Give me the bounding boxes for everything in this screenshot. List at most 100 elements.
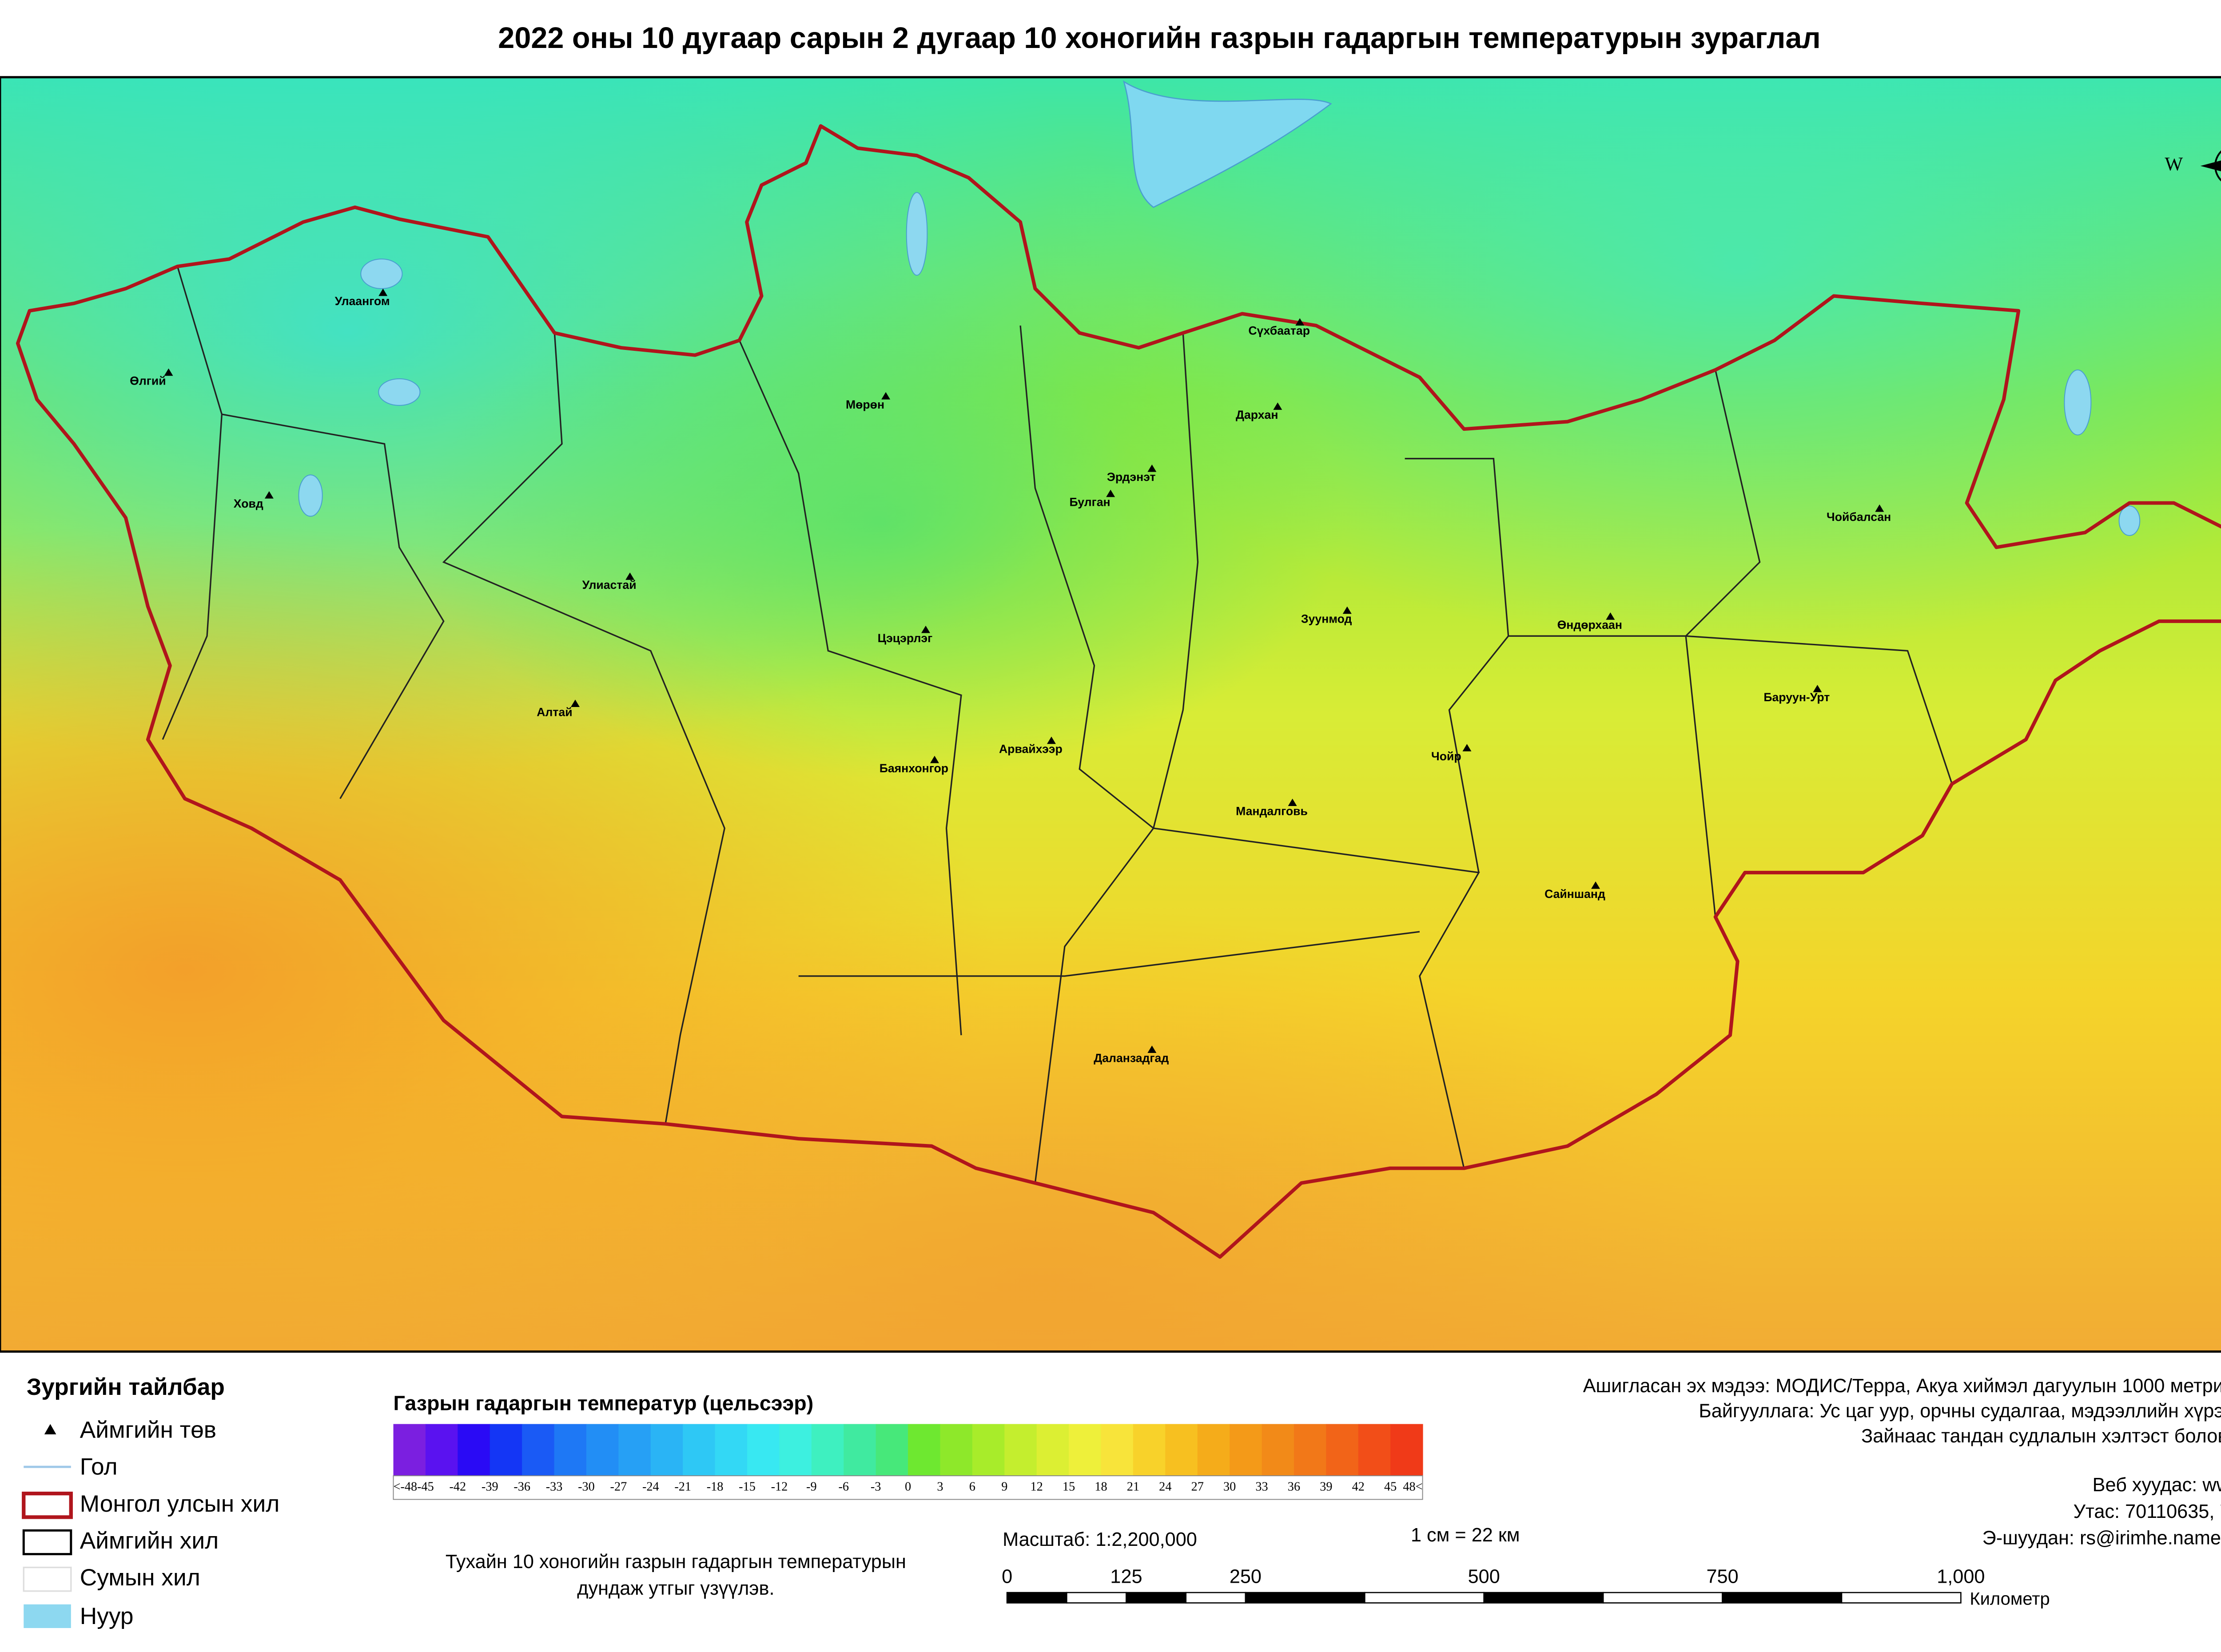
colorbar-label: -12 [771, 1480, 788, 1493]
scale-label: 250 [1230, 1566, 1262, 1587]
scale-label: 125 [1110, 1566, 1142, 1587]
colorbar-swatch [1133, 1424, 1166, 1476]
colorbar-swatch [908, 1424, 941, 1476]
colorbar-label: -15 [739, 1480, 756, 1493]
colorbar-label: 21 [1127, 1480, 1139, 1493]
scale-segment [1483, 1592, 1604, 1604]
city-label: Булган [1069, 496, 1110, 509]
colorbar-label: 6 [969, 1480, 975, 1493]
colorbar-label: -3 [871, 1480, 881, 1493]
colorbar-label: 18 [1095, 1480, 1107, 1493]
colorbar-swatch [683, 1424, 716, 1476]
city-label: Арвайхээр [999, 743, 1063, 756]
national-border [16, 124, 2221, 1259]
scale-unit: Километр [1970, 1589, 2050, 1608]
city-marker [625, 572, 635, 580]
city-label: Өлгий [130, 374, 166, 388]
colorbar-swatch [586, 1424, 619, 1476]
colorbar-label: -30 [578, 1480, 595, 1493]
colorbar-title: Газрын гадаргын температур (цельсээр) [394, 1392, 814, 1415]
colorbar-label: 36 [1288, 1480, 1300, 1493]
colorbar-swatch [1036, 1424, 1070, 1476]
province-border [1508, 635, 1953, 784]
province-border [1152, 333, 1480, 1169]
colorbar-label: <-48 [394, 1480, 418, 1493]
colorbar-label: -45 [417, 1480, 434, 1493]
city-marker [1273, 402, 1282, 410]
colorbar-label: 39 [1320, 1480, 1332, 1493]
colorbar-swatch [490, 1424, 523, 1476]
colorbar-swatch [844, 1424, 876, 1476]
scale-segment [1364, 1592, 1485, 1604]
city-label: Баруун-Урт [1763, 691, 1830, 704]
colorbar-swatch [618, 1424, 651, 1476]
city-label: Ховд [234, 497, 263, 510]
colorbar-label: 9 [1001, 1480, 1007, 1493]
map-frame: Улаангом Өлгий Ховд Улиастай Мөрөн Алтай Баянх… [0, 76, 2221, 1353]
city-marker [1591, 881, 1600, 889]
scale-bar: 0 125 250 500 750 1,000 [1002, 1566, 1985, 1604]
province-border [1685, 369, 1761, 917]
city-label: Мөрөн [846, 398, 884, 411]
city-marker [930, 755, 939, 763]
city-marker [1462, 744, 1472, 751]
province-borders [162, 266, 1953, 1183]
note: дундаж утгыг үзүүлэв. [577, 1578, 774, 1599]
scale-segment [1602, 1592, 1723, 1604]
legend-item: Нуур [80, 1603, 134, 1629]
colorbar-swatch [811, 1424, 844, 1476]
colorbar-label: 27 [1191, 1480, 1204, 1493]
city-marker [1813, 685, 1822, 692]
info-line: Зайнаас тандан судлалын хэлтэст боловсру… [1861, 1426, 2221, 1447]
legend-symbol [22, 1491, 73, 1519]
legend-item: Гол [80, 1454, 118, 1480]
colorbar-label: 15 [1063, 1480, 1075, 1493]
colorbar-swatch [876, 1424, 909, 1476]
raster-shade [0, 77, 2221, 1352]
colorbar-label: -39 [482, 1480, 498, 1493]
city-marker [378, 288, 388, 296]
colorbar-swatch [1326, 1424, 1359, 1476]
compass-label: W [2165, 154, 2183, 175]
colorbar-label: -42 [449, 1480, 466, 1493]
colorbar-swatch [522, 1424, 555, 1476]
city-label: Өндөрхаан [1557, 618, 1622, 631]
lake [360, 258, 403, 289]
legend-item: Монгол улсын хил [80, 1491, 280, 1517]
province-border [162, 266, 223, 740]
colorbar-swatch [1197, 1424, 1230, 1476]
colorbar-swatch [1230, 1424, 1262, 1476]
scale-equivalence: 1 см = 22 км [1411, 1525, 1520, 1546]
city-marker [264, 491, 274, 499]
scale-label: 0 [1002, 1566, 1012, 1587]
colorbar-swatch [1101, 1424, 1134, 1476]
colorbar-label: 48< [1403, 1480, 1422, 1493]
city-label: Цэцэрлэг [878, 631, 933, 645]
info: Ашигласан эх мэдээ: МОДИС/Терра, Акуа хи… [1583, 1375, 2221, 1549]
province-border [222, 413, 445, 799]
note: Тухайн 10 хоногийн газрын гадаргын темпе… [446, 1551, 906, 1573]
colorbar-swatch [1390, 1424, 1423, 1476]
legend-symbol [44, 1424, 56, 1434]
compass: N W E S [2165, 150, 2221, 182]
info-line: Веб хуудас: www.icc.mn [2093, 1474, 2221, 1496]
colorbar-label: -18 [707, 1480, 724, 1493]
colorbar-label: 33 [1255, 1480, 1268, 1493]
city-marker [1106, 489, 1115, 497]
colorbar-swatch [554, 1424, 587, 1476]
info-line: Э-шуудан: rs@irimhe.namem.gov.mn [1982, 1528, 2221, 1549]
colorbar-swatch [747, 1424, 780, 1476]
scale-ratio: Масштаб: 1:2,200,000 [1003, 1529, 1197, 1550]
city-marker [1147, 465, 1157, 472]
colorbar-swatch [425, 1424, 458, 1476]
scale-label: 750 [1706, 1566, 1738, 1587]
city-label: Зуунмод [1301, 612, 1352, 626]
city-label: Эрдэнэт [1107, 470, 1156, 484]
colorbar-swatch [650, 1424, 684, 1476]
colorbar-swatch [393, 1424, 426, 1476]
legend-symbol [24, 1604, 71, 1628]
lake [906, 192, 928, 276]
colorbar-label: -9 [806, 1480, 817, 1493]
scale-label: 1,000 [1937, 1566, 1985, 1587]
